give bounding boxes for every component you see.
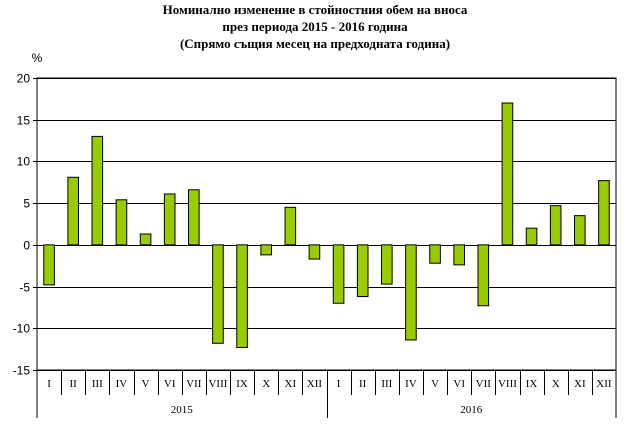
bar bbox=[188, 189, 200, 246]
bar bbox=[356, 244, 369, 298]
bar bbox=[308, 244, 321, 260]
x-tick-label: IX bbox=[236, 378, 248, 390]
x-tick-label: II bbox=[70, 378, 78, 390]
x-tick-label: III bbox=[92, 378, 103, 390]
bar bbox=[163, 193, 176, 246]
x-tick-label: IX bbox=[526, 378, 538, 390]
x-tick-label: IV bbox=[405, 378, 417, 390]
bar bbox=[212, 244, 224, 344]
y-tick-label: 5 bbox=[23, 197, 30, 211]
x-tick-label: XI bbox=[574, 378, 586, 390]
y-tick-label: 0 bbox=[23, 239, 30, 253]
y-tick-label: 15 bbox=[17, 114, 31, 128]
x-tick-label: X bbox=[262, 378, 270, 390]
x-tick-label: X bbox=[552, 378, 560, 390]
chart-title-line-1: Номинално изменение в стойностния обем н… bbox=[162, 2, 468, 17]
bar bbox=[260, 244, 272, 256]
x-tick-label: I bbox=[337, 378, 341, 390]
bar bbox=[236, 244, 248, 348]
bar bbox=[43, 244, 55, 286]
x-tick-label: V bbox=[142, 378, 150, 390]
bar bbox=[477, 244, 490, 307]
y-tick-label: 20 bbox=[17, 72, 31, 86]
x-tick-label: VIII bbox=[208, 378, 227, 390]
x-tick-label: XII bbox=[596, 378, 612, 390]
bar bbox=[91, 135, 104, 246]
x-group-label: 2015 bbox=[171, 404, 194, 416]
x-tick-label: VII bbox=[186, 378, 202, 390]
bar bbox=[332, 244, 345, 304]
bar bbox=[549, 205, 562, 246]
bar bbox=[284, 206, 297, 246]
x-tick-label: XI bbox=[285, 378, 297, 390]
bar bbox=[139, 233, 152, 246]
x-tick-label: VIII bbox=[498, 378, 517, 390]
y-tick-label: 10 bbox=[17, 155, 31, 169]
x-tick-label: III bbox=[381, 378, 392, 390]
x-tick-label: VI bbox=[453, 378, 465, 390]
bar bbox=[67, 176, 79, 246]
bar bbox=[501, 102, 514, 246]
bar bbox=[381, 244, 393, 285]
bar bbox=[115, 199, 128, 246]
y-tick-label: -10 bbox=[13, 322, 31, 336]
y-tick-label: -15 bbox=[13, 364, 31, 378]
bar bbox=[525, 227, 538, 246]
chart-title-line-2: през периода 2015 - 2016 година bbox=[222, 19, 408, 34]
x-tick-label: VI bbox=[164, 378, 176, 390]
bar bbox=[574, 215, 586, 246]
bar bbox=[405, 244, 417, 341]
bar bbox=[453, 244, 465, 266]
bar bbox=[429, 244, 441, 264]
bar bbox=[598, 180, 610, 246]
x-tick-label: XII bbox=[307, 378, 323, 390]
chart-title-line-3: (Спрямо същия месец на предходната годин… bbox=[179, 36, 451, 51]
x-tick-label: I bbox=[47, 378, 51, 390]
x-tick-label: V bbox=[431, 378, 439, 390]
y-axis-label: % bbox=[32, 51, 43, 65]
x-tick-label: II bbox=[359, 378, 367, 390]
y-tick-label: -5 bbox=[19, 281, 30, 295]
x-tick-label: IV bbox=[116, 378, 128, 390]
x-tick-label: VII bbox=[476, 378, 492, 390]
x-group-label: 2016 bbox=[460, 404, 483, 416]
